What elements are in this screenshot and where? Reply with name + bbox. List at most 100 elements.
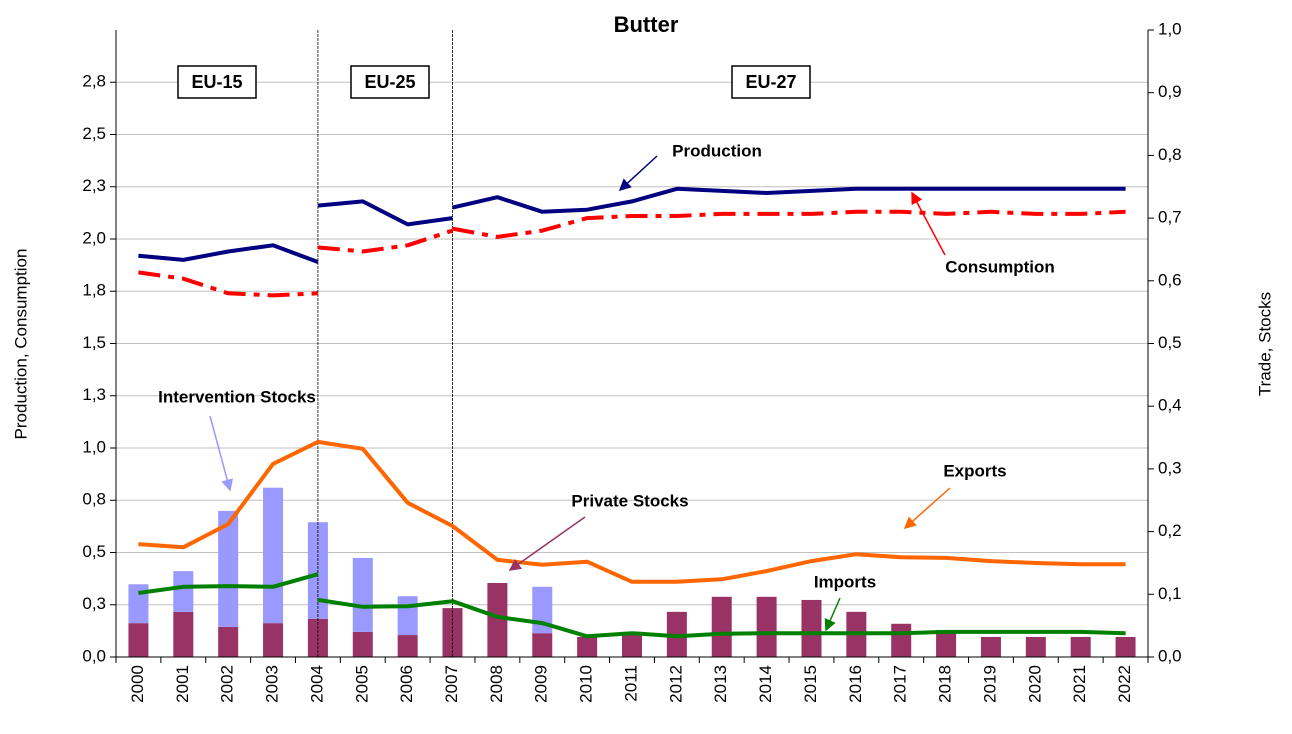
bar — [263, 487, 284, 624]
series-label: Production — [672, 141, 762, 160]
y-tick-label: 2,3 — [82, 176, 106, 195]
x-tick-label: 2001 — [173, 665, 192, 703]
series-label: Intervention Stocks — [158, 387, 316, 406]
y2-tick-label: 0,8 — [1158, 145, 1182, 164]
bar — [801, 599, 822, 657]
annotation-arrow — [903, 487, 951, 529]
x-tick-label: 2014 — [756, 665, 775, 703]
y2-tick-label: 0,4 — [1158, 396, 1182, 415]
chart-title: Butter — [614, 12, 679, 37]
line-series — [138, 439, 1126, 584]
line-series — [451, 599, 1126, 639]
y-tick-label: 0,8 — [82, 490, 106, 509]
x-tick-label: 2008 — [487, 665, 506, 703]
annotation-arrow — [209, 415, 234, 492]
region-box — [177, 65, 257, 99]
series-label: Consumption — [945, 257, 1055, 276]
annotation-arrow — [508, 516, 586, 571]
y2-tick-label: 0,1 — [1158, 584, 1182, 603]
bar — [622, 631, 642, 657]
bar — [1025, 636, 1046, 657]
y-tick-label: 2,0 — [82, 228, 106, 247]
bar — [891, 623, 912, 657]
region-label: EU-15 — [191, 72, 242, 92]
x-tick-label: 2012 — [666, 665, 685, 703]
x-tick-label: 2019 — [980, 665, 999, 703]
x-tick-label: 2022 — [1115, 665, 1134, 703]
bar — [397, 635, 418, 657]
y-tick-label: 0,5 — [82, 542, 106, 561]
bar — [577, 636, 598, 657]
y-tick-label: 1,3 — [82, 385, 106, 404]
bar — [307, 618, 328, 657]
y2-tick-label: 0,0 — [1158, 646, 1182, 665]
y-tick-label: 2,5 — [82, 124, 106, 143]
x-tick-label: 2018 — [936, 665, 955, 703]
x-tick-label: 2005 — [352, 665, 371, 703]
bar — [397, 596, 418, 636]
bar — [218, 626, 239, 657]
line-series — [452, 186, 1126, 214]
y2-tick-label: 0,3 — [1158, 458, 1182, 477]
line-series — [138, 270, 318, 298]
x-tick-label: 2006 — [397, 665, 416, 703]
bar — [352, 557, 373, 632]
y2-tick-label: 0,9 — [1158, 82, 1182, 101]
bar — [173, 611, 194, 657]
region-box — [350, 65, 430, 99]
bar — [532, 633, 553, 657]
annotation-arrow — [618, 155, 658, 192]
series-label: Private Stocks — [571, 491, 688, 510]
bar — [173, 571, 194, 612]
x-tick-label: 2013 — [711, 665, 730, 703]
region-label: EU-25 — [364, 72, 415, 92]
line-series — [317, 597, 453, 609]
region-box — [731, 65, 811, 99]
region-label: EU-27 — [745, 72, 796, 92]
bar — [352, 631, 373, 657]
x-tick-label: 2003 — [263, 665, 282, 703]
bar — [487, 583, 508, 657]
bar — [980, 636, 1001, 657]
y2-tick-label: 1,0 — [1158, 19, 1182, 38]
line-series — [138, 572, 319, 595]
x-tick-label: 2000 — [128, 665, 147, 703]
y2-tick-label: 0,6 — [1158, 270, 1182, 289]
bar — [263, 623, 284, 657]
x-tick-label: 2004 — [307, 665, 326, 703]
y2-tick-label: 0,2 — [1158, 521, 1182, 540]
bar — [218, 510, 239, 627]
y-tick-label: 0,3 — [82, 594, 106, 613]
x-tick-label: 2021 — [1070, 665, 1089, 703]
bar — [1115, 636, 1136, 657]
bar — [936, 630, 957, 657]
bar — [711, 596, 732, 657]
y-tick-label: 0,0 — [82, 646, 106, 665]
series-label: Exports — [943, 461, 1006, 480]
bar — [1070, 636, 1091, 657]
series-label: Imports — [814, 572, 876, 591]
y-axis-title: Production, Consumption — [11, 249, 30, 440]
bar — [756, 596, 777, 657]
y-tick-label: 1,5 — [82, 333, 106, 352]
x-tick-label: 2011 — [621, 665, 640, 702]
annotation-arrow — [824, 597, 841, 632]
y-tick-label: 1,0 — [82, 437, 106, 456]
x-tick-label: 2017 — [891, 665, 910, 703]
y-tick-label: 1,8 — [82, 281, 106, 300]
y2-axis-title: Trade, Stocks — [1255, 292, 1274, 396]
x-tick-label: 2010 — [577, 665, 596, 703]
x-tick-label: 2016 — [846, 665, 865, 703]
x-tick-label: 2020 — [1025, 665, 1044, 703]
y-tick-label: 2,8 — [82, 72, 106, 91]
annotation-arrow — [911, 191, 946, 256]
line-series — [317, 199, 453, 227]
line-series — [138, 243, 319, 264]
y2-tick-label: 0,5 — [1158, 333, 1182, 352]
bar — [128, 623, 149, 657]
x-tick-label: 2009 — [532, 665, 551, 703]
x-tick-label: 2015 — [801, 665, 820, 703]
x-tick-label: 2002 — [218, 665, 237, 703]
y2-tick-label: 0,7 — [1158, 208, 1182, 227]
